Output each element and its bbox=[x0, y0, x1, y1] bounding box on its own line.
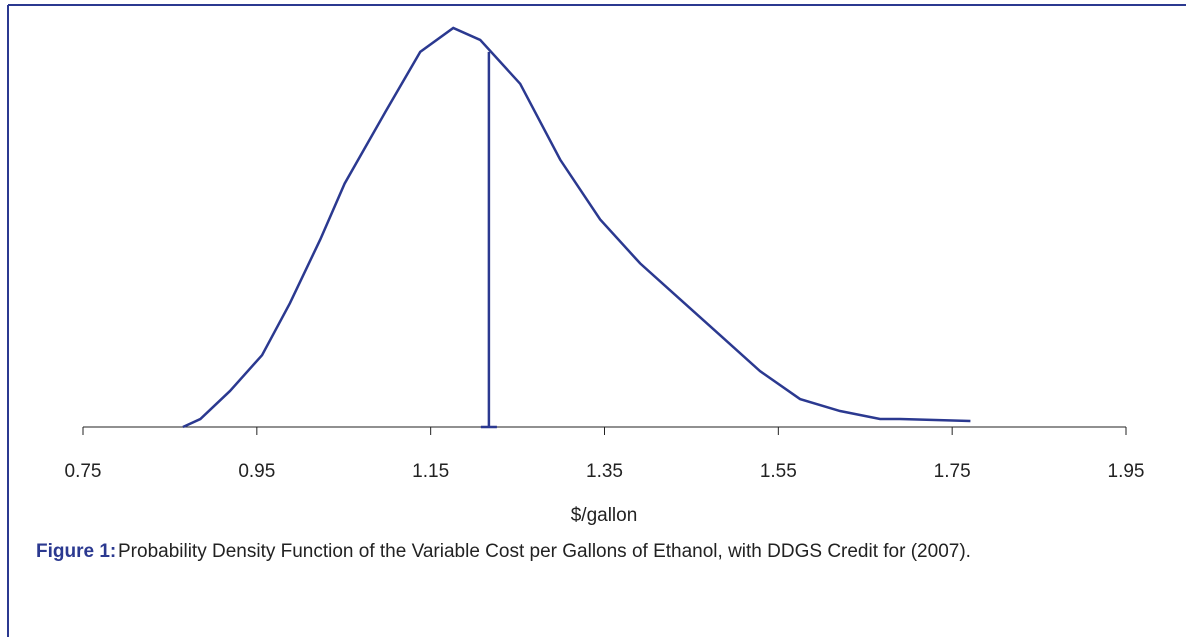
caption: Figure 1:Probability Density Function of… bbox=[36, 538, 1158, 566]
density-line bbox=[182, 26, 971, 429]
x-axis-label: $/gallon bbox=[571, 505, 638, 526]
x-tick-label: 1.75 bbox=[934, 461, 971, 482]
x-tick-label: 1.55 bbox=[760, 461, 797, 482]
caption-label: Figure 1: bbox=[36, 541, 117, 562]
x-tick-label: 1.35 bbox=[586, 461, 623, 482]
x-tick-label: 0.95 bbox=[238, 461, 275, 482]
caption-text: Probability Density Function of the Vari… bbox=[118, 541, 971, 562]
x-tick-label: 1.15 bbox=[412, 461, 449, 482]
x-tick-label: 1.95 bbox=[1108, 461, 1145, 482]
x-tick-label: 0.75 bbox=[65, 461, 102, 482]
